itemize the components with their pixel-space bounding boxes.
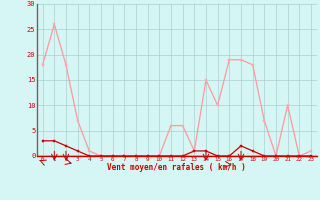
X-axis label: Vent moyen/en rafales ( km/h ): Vent moyen/en rafales ( km/h ) <box>108 163 246 172</box>
